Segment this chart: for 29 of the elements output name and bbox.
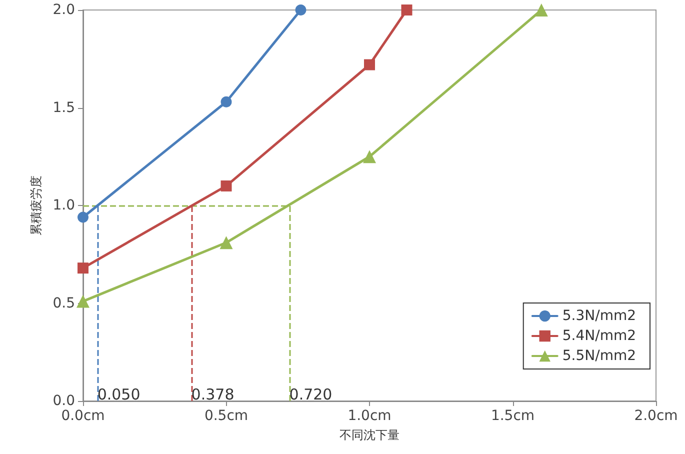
y-tick-label: 1.5 — [52, 100, 75, 116]
point — [76, 294, 90, 308]
legend-label: 5.5N/mm2 — [562, 348, 636, 364]
point — [401, 4, 412, 16]
y-tick-label: 2.0 — [52, 2, 75, 18]
x-tick-label: 0.5cm — [204, 408, 248, 424]
x-axis-title: 不同沈下量 — [340, 428, 400, 442]
point — [363, 150, 376, 164]
x-tick-label: 0.0cm — [61, 408, 105, 424]
y-axis-title: 累積疲労度 — [28, 176, 43, 236]
point — [220, 180, 232, 192]
ref-line-label: 0.720 — [289, 386, 332, 404]
y-tick-label: 1.0 — [52, 198, 75, 214]
legend-label: 5.4N/mm2 — [562, 328, 636, 344]
point — [220, 236, 233, 250]
ref-line-label: 0.378 — [191, 386, 234, 404]
point — [364, 59, 375, 70]
x-tick-label: 1.0cm — [348, 408, 392, 424]
legend-label: 5.3N/mm2 — [562, 308, 636, 324]
y-tick-label: 0.0 — [52, 393, 75, 409]
y-tick-label: 0.5 — [52, 295, 75, 312]
point — [78, 262, 88, 274]
x-tick-label: 1.5cm — [490, 408, 535, 424]
ref-line-label: 0.050 — [97, 386, 140, 404]
point — [78, 212, 88, 223]
point — [295, 4, 306, 16]
point — [534, 4, 548, 16]
x-tick-label: 2.0cm — [634, 408, 678, 424]
point — [220, 96, 232, 108]
